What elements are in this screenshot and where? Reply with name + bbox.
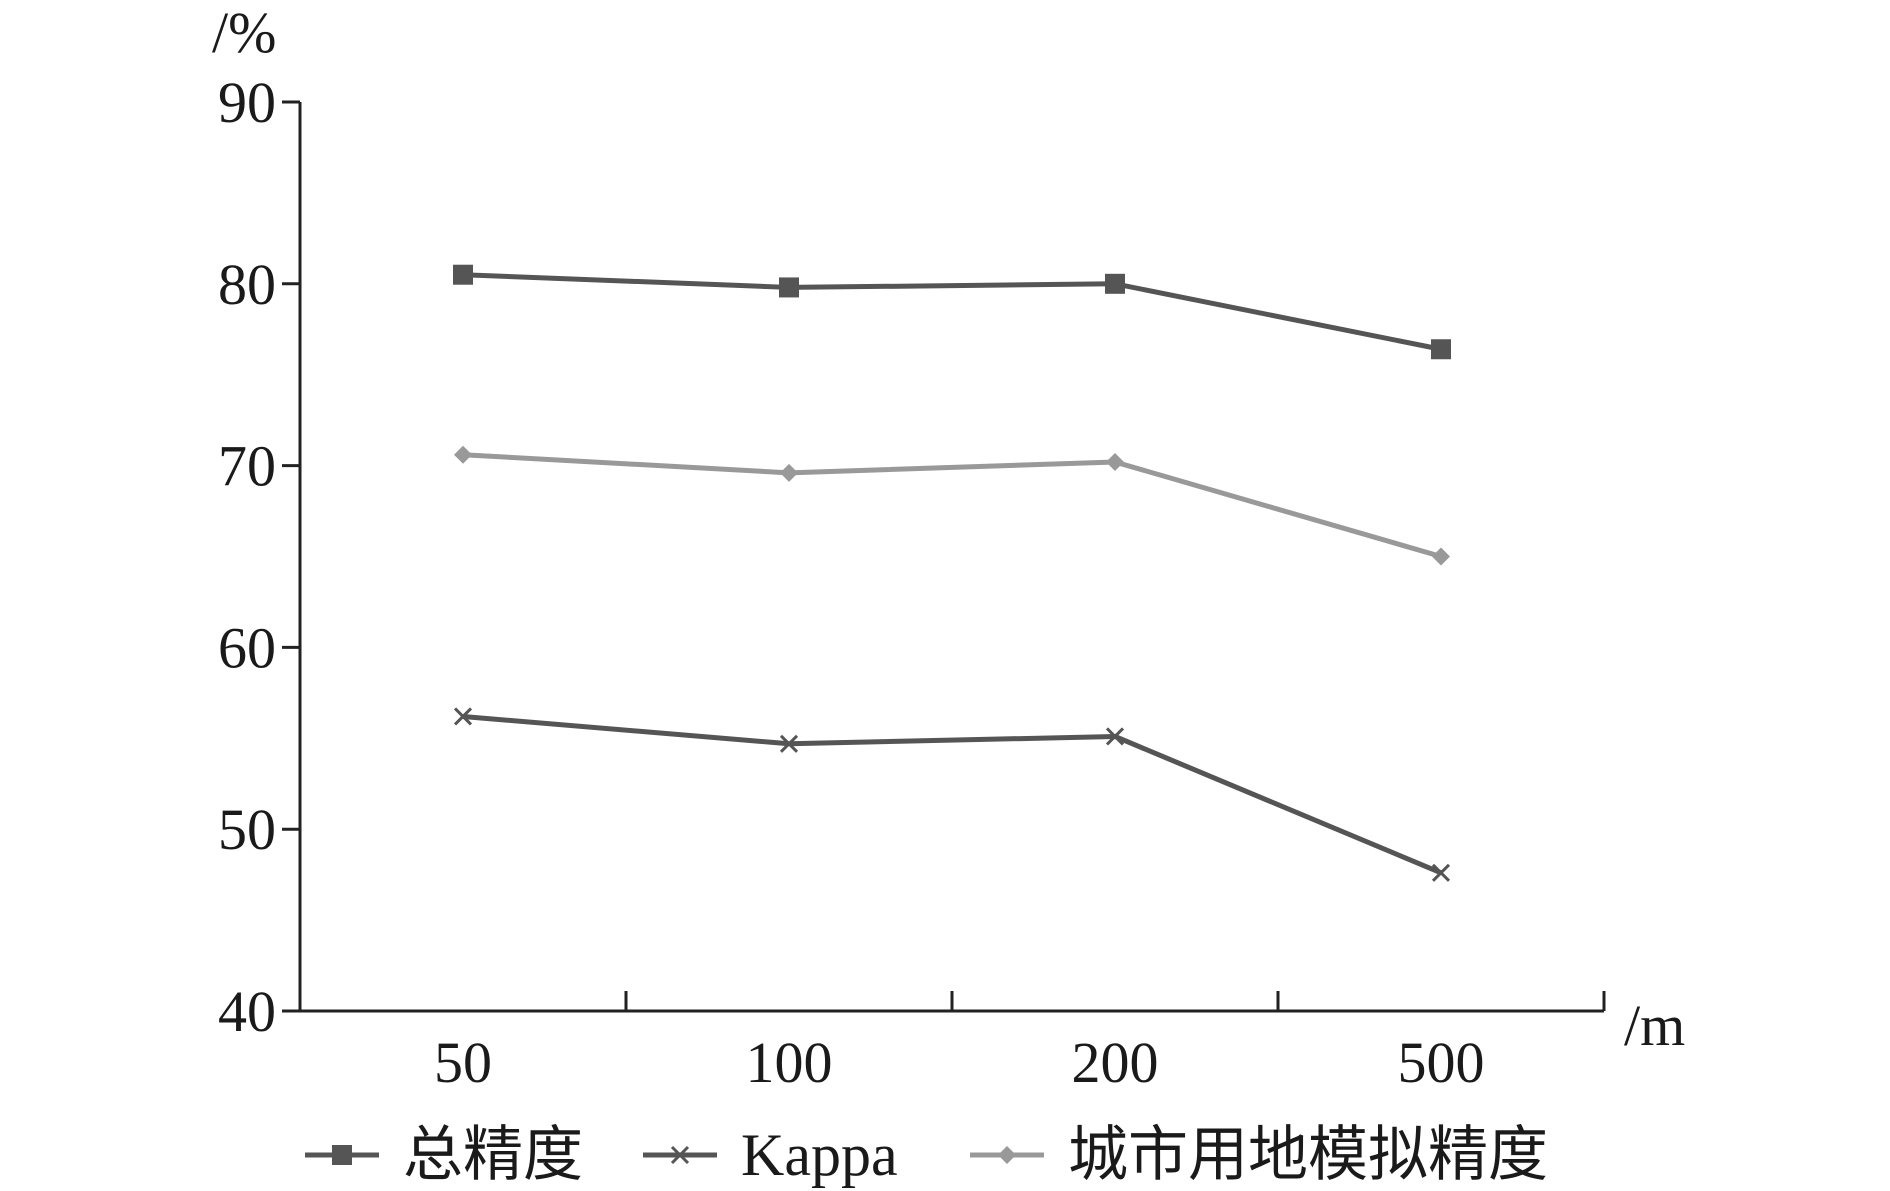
x-tick-label: 200 xyxy=(1072,1030,1159,1095)
data-point xyxy=(453,264,473,285)
legend-swatch-marker xyxy=(998,1146,1016,1164)
y-tick-label: 60 xyxy=(218,615,276,680)
legend-swatch-marker xyxy=(670,1145,690,1165)
data-point xyxy=(1431,863,1451,882)
data-point xyxy=(1105,727,1125,746)
y-tick-label: 80 xyxy=(218,252,276,317)
y-ticks: 40 50 60 70 80 90 xyxy=(218,70,300,1044)
y-tick-label: 40 xyxy=(218,979,276,1044)
x-tick-label: 50 xyxy=(434,1030,492,1095)
legend-item: 城市用地模拟精度 xyxy=(970,1122,1548,1188)
legend-swatch-marker xyxy=(332,1145,352,1165)
series-2 xyxy=(453,707,1451,882)
data-point xyxy=(1431,339,1451,360)
legend-label: 城市用地模拟精度 xyxy=(1068,1122,1548,1188)
data-point xyxy=(1105,273,1125,294)
data-point xyxy=(779,734,799,753)
x-tick-label: 500 xyxy=(1398,1030,1485,1095)
y-tick-label: 70 xyxy=(218,434,276,499)
y-tick-label: 50 xyxy=(218,797,276,862)
axes xyxy=(298,102,1604,1013)
series-line xyxy=(462,272,1442,352)
data-point xyxy=(1106,452,1124,471)
series-layer xyxy=(453,264,1451,882)
legend-item: Kappa xyxy=(643,1122,898,1188)
data-point xyxy=(1432,547,1450,566)
data-point xyxy=(453,707,473,726)
data-point xyxy=(779,277,799,298)
x-axis-unit: /m xyxy=(1624,993,1685,1058)
series-3 xyxy=(454,445,1450,566)
series-1 xyxy=(453,264,1451,360)
legend: 总精度 Kappa 城市用地模拟精度 xyxy=(305,1122,1548,1188)
series-line xyxy=(462,452,1442,559)
data-point xyxy=(454,445,472,464)
y-tick-label: 90 xyxy=(218,70,276,135)
legend-label: 总精度 xyxy=(403,1122,583,1188)
legend-item: 总精度 xyxy=(305,1122,583,1188)
x-tick-label: 100 xyxy=(746,1030,833,1095)
legend-label: Kappa xyxy=(741,1122,898,1188)
series-line xyxy=(462,713,1442,876)
x-ticks: 50 100 200 500 xyxy=(434,991,1606,1095)
y-axis-unit: /% xyxy=(212,0,276,65)
data-point xyxy=(780,463,798,482)
